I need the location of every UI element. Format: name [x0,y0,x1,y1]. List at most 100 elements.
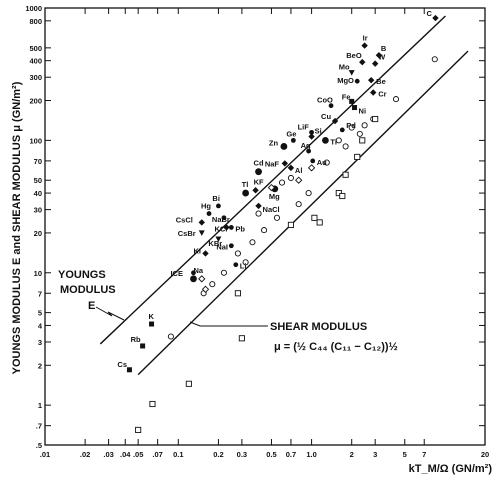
fit-line-0 [99,15,446,345]
youngs-point-4 [371,60,379,67]
shear-point-1 [209,281,216,288]
point-label-15: Ge [286,129,296,138]
youngs-point-20 [310,158,316,164]
x-tick-label-13: 3 [373,450,377,459]
x-tick-label-9: 0.5 [266,450,276,459]
shear-equation: μ = (½ C₄₄ (C₁₁ − C₁₂))½ [274,341,398,353]
point-label-7: Be [376,77,386,86]
shear-point-11 [255,210,262,217]
youngs-label-3: E [88,300,95,312]
shear-point-4 [249,239,256,246]
point-label-24: Tl [242,180,249,189]
shear-point-41 [135,426,142,433]
y-tick-label-0: 1000 [25,4,42,13]
point-label-16: Si [315,126,322,135]
youngs-point-7 [367,76,375,84]
youngs-point-12 [331,117,339,125]
x-tick-label-16: 20 [481,450,489,459]
youngs-point-1 [361,42,368,49]
y-tick-label-20: .5 [36,441,42,450]
point-label-9: CoO [317,96,333,105]
point-label-40: Na [193,266,203,275]
point-label-12: Cu [321,112,331,121]
x-tick-label-15: 7 [422,450,426,459]
youngs-point-37 [202,250,209,257]
shear-point-29 [339,192,346,200]
shear-point-19 [335,137,342,144]
youngs-point-34 [198,230,205,236]
point-labels: C Ir B BeO W Mo MgO Be Cr CoO Fe Ni Cu LiF Pd Ge Si Ti Zn A… [117,9,432,369]
shear-point-39 [185,380,192,387]
shear-point-13 [342,143,349,150]
point-label-0: C [426,9,432,18]
shear-point-7 [295,201,302,208]
shear-point-14 [356,130,363,137]
youngs-point-43 [126,367,132,373]
youngs-point-17 [322,136,329,144]
point-label-23: Cd [254,159,264,168]
shear-point-12 [323,159,330,166]
shear-point-17 [431,56,438,63]
shear-point-2 [220,269,227,276]
data-points [126,14,439,433]
youngs-label-2: MODULUS [60,284,116,296]
youngs-label-1: YOUNGS [58,269,106,281]
x-tick-label-6: 0.1 [173,450,183,459]
x-tick-label-10: 0.7 [286,450,296,459]
x-tick-label-11: 1.0 [306,450,316,459]
youngs-point-14 [339,127,345,133]
shear-point-18 [348,124,355,131]
youngs-point-35 [215,236,222,242]
youngs-point-33 [228,225,234,230]
youngs-point-13 [309,129,314,135]
youngs-point-24 [242,189,250,197]
youngs-point-40 [190,275,197,283]
point-label-10: Fe [342,92,351,101]
point-label-2: B [381,44,387,53]
x-tick-label-12: 2 [350,450,354,459]
y-tick-label-5: 200 [29,97,42,106]
shear-point-23 [201,285,210,293]
y-tick-label-9: 40 [34,189,42,198]
point-label-14: Pd [346,121,356,130]
point-label-22: Al [295,166,303,175]
point-label-32: KCl [215,224,228,233]
youngs-point-42 [140,343,146,349]
youngs-point-30 [221,215,227,221]
point-label-33: Pb [235,224,245,233]
shear-point-31 [316,219,323,226]
shear-point-9 [278,179,286,186]
y-tick-label-2: 500 [29,44,42,53]
youngs-arrow [95,306,125,321]
point-label-35: KBr [208,239,222,248]
youngs-point-3 [359,58,366,66]
y-tick-label-1: 800 [29,17,42,26]
youngs-point-39 [191,270,196,276]
y-tick-label-18: 1 [38,401,42,410]
point-label-20: Au [317,158,327,167]
y-tick-label-3: 400 [29,57,42,66]
point-label-13: LiF [298,122,310,131]
y-tick-label-19: .7 [36,422,42,431]
y-tick-label-10: 30 [34,206,42,215]
point-label-1: Ir [363,34,368,43]
youngs-point-36 [228,243,234,249]
point-label-43: Cs [117,360,127,369]
youngs-point-2 [375,52,383,59]
point-label-25: KF [254,177,264,186]
x-axis-title: kT_M/Ω (GN/m²) [409,463,493,475]
youngs-point-19 [306,148,312,154]
y-tick-label-7: 70 [34,157,42,166]
shear-point-40 [149,400,156,408]
youngs-point-23 [255,168,262,176]
shear-point-26 [295,176,303,184]
youngs-point-25 [252,187,259,194]
x-tick-label-0: .01 [40,450,50,459]
youngs-point-41 [149,321,155,327]
point-label-41: K [149,312,155,321]
shear-point-37 [234,290,241,297]
youngs-point-6 [354,78,360,84]
shear-arrow [189,321,268,327]
point-label-36: NaI [216,243,228,252]
point-label-8: Cr [378,89,386,98]
